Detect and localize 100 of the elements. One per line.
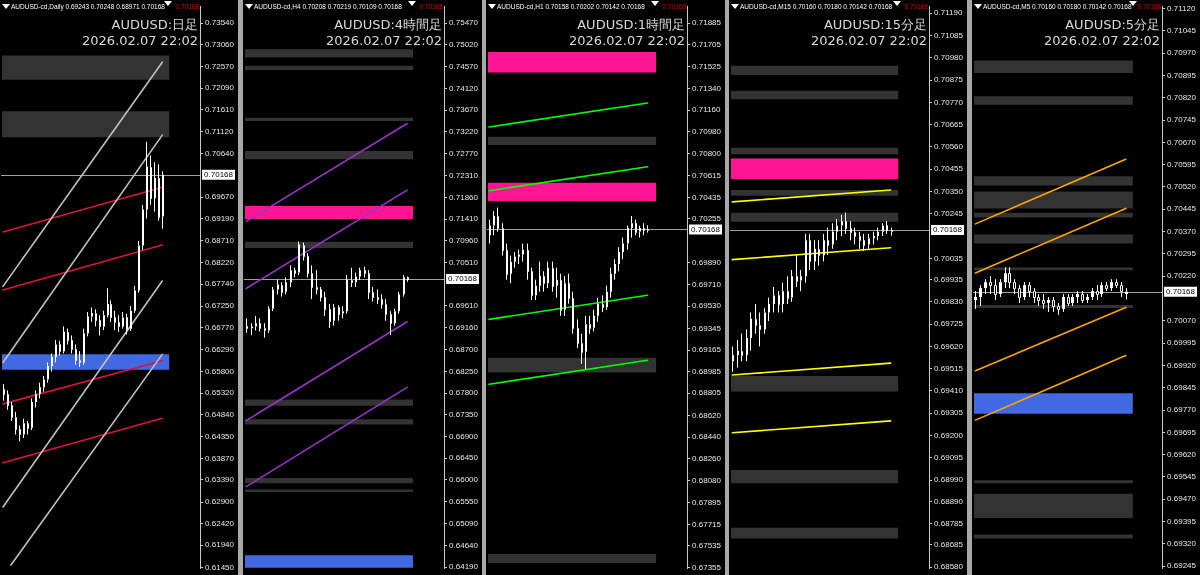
y-tick-label: 0.69935 (934, 274, 964, 284)
text: 2026.02.07 22:02 (569, 33, 686, 48)
candlestick (83, 328, 85, 366)
ref-line-label: 0.70168 (933, 225, 963, 235)
candlestick (868, 233, 870, 250)
y-tick-label: 0.67715 (692, 519, 722, 529)
y-tick-label: 0.71525 (692, 61, 722, 71)
candlestick (823, 233, 825, 262)
y-tick-label: 0.65550 (449, 496, 479, 506)
candlestick (138, 240, 140, 294)
y-tick-label: 0.70510 (449, 257, 479, 267)
text: AUDUSD:4時間足 (334, 17, 443, 32)
y-tick-label: 0.69670 (205, 192, 235, 202)
text: AUDUSD:日足 (111, 17, 199, 32)
candlestick (585, 315, 587, 371)
candlestick (162, 170, 164, 230)
candlestick (43, 375, 45, 393)
candlestick (285, 276, 287, 295)
candlestick (782, 282, 784, 313)
ref-line-label: 0.70168 (691, 224, 721, 234)
candlestick (873, 231, 875, 246)
candlestick (732, 345, 734, 373)
y-tick-label: 0.63390 (205, 475, 235, 485)
y-tick-label: 0.66000 (449, 475, 479, 485)
candlestick (154, 161, 156, 213)
y-tick-label: 0.72310 (449, 170, 479, 180)
candlestick (814, 239, 816, 271)
candlestick (1023, 281, 1026, 301)
candlestick (882, 222, 884, 237)
y-tick-label: 0.70820 (1167, 92, 1197, 102)
candlestick (1091, 287, 1094, 301)
candlestick (1062, 293, 1065, 313)
y-tick-label: 0.61940 (205, 540, 235, 550)
y-tick-label: 0.75020 (449, 40, 479, 50)
y-tick-label: 0.68580 (934, 562, 964, 572)
candlestick (556, 267, 558, 299)
candlestick (1086, 293, 1089, 304)
candlestick (346, 274, 348, 315)
candlestick (614, 258, 616, 281)
y-tick-label: 0.68890 (934, 496, 964, 506)
y-tick-label: 0.70255 (692, 214, 722, 224)
candlestick (518, 249, 520, 265)
candlestick (103, 310, 105, 331)
y-tick-label: 0.71860 (449, 192, 479, 202)
y-tick-label: 0.64840 (205, 409, 235, 419)
y-tick-label: 0.70560 (934, 142, 964, 152)
y-tick-label: 0.70960 (449, 235, 479, 245)
y-tick-label: 0.75470 (449, 18, 479, 28)
y-tick-label: 0.69305 (934, 408, 964, 418)
candlestick (146, 141, 148, 219)
candlestick (597, 297, 599, 323)
y-tick-label: 0.68985 (692, 366, 722, 376)
candlestick (593, 309, 595, 332)
y-tick-label: 0.69620 (934, 341, 964, 351)
candlestick (1071, 293, 1074, 307)
y-tick-label: 0.69200 (934, 430, 964, 440)
candlestick (1076, 290, 1079, 304)
y-tick-label: 0.67800 (449, 388, 479, 398)
y-tick-label: 0.70245 (934, 208, 964, 218)
y-tick-label: 0.67355 (692, 562, 722, 572)
y-tick-label: 0.70435 (692, 192, 722, 202)
y-tick-label: 0.71705 (692, 39, 722, 49)
candlestick (627, 225, 629, 251)
y-tick-label: 0.69920 (1167, 360, 1197, 370)
y-tick-label: 0.65800 (205, 366, 235, 376)
y-tick-label: 0.72770 (449, 148, 479, 158)
y-tick-label: 0.71885 (692, 18, 722, 28)
candlestick (35, 389, 37, 408)
candlestick (800, 269, 802, 292)
y-tick-label: 0.70070 (1167, 316, 1197, 326)
y-tick-label: 0.70770 (934, 97, 964, 107)
y-tick-label: 0.71340 (692, 83, 722, 93)
y-tick-label: 0.69610 (449, 301, 479, 311)
candlestick (805, 233, 807, 284)
y-tick-label: 0.69995 (1167, 338, 1197, 348)
y-tick-label: 0.68785 (934, 518, 964, 528)
candlestick (290, 264, 292, 288)
text: 2026.02.07 22:02 (1044, 33, 1161, 48)
candlestick (398, 291, 400, 315)
candlestick (768, 297, 770, 322)
candlestick (891, 227, 893, 237)
ref-line-label: 0.70168 (1166, 286, 1196, 296)
candlestick (51, 352, 53, 372)
y-tick-label: 0.69470 (1167, 494, 1197, 504)
candlestick (1004, 266, 1007, 289)
candlestick (737, 339, 739, 369)
y-tick-label: 0.68685 (934, 540, 964, 550)
y-tick-label: 0.69530 (692, 301, 722, 311)
candlestick (639, 225, 641, 239)
y-tick-label: 0.69695 (1167, 427, 1197, 437)
y-tick-label: 0.74120 (449, 83, 479, 93)
y-tick-label: 0.64350 (205, 431, 235, 441)
y-tick-label: 0.70970 (1167, 48, 1197, 58)
y-tick-label: 0.72090 (205, 83, 235, 93)
y-tick-label: 0.70980 (934, 52, 964, 62)
y-tick-label: 0.71610 (205, 105, 235, 115)
y-tick-label: 0.70595 (1167, 159, 1197, 169)
y-tick-label: 0.69245 (1167, 561, 1197, 571)
y-tick-label: 0.70350 (934, 186, 964, 196)
y-tick-label: 0.62900 (205, 497, 235, 507)
